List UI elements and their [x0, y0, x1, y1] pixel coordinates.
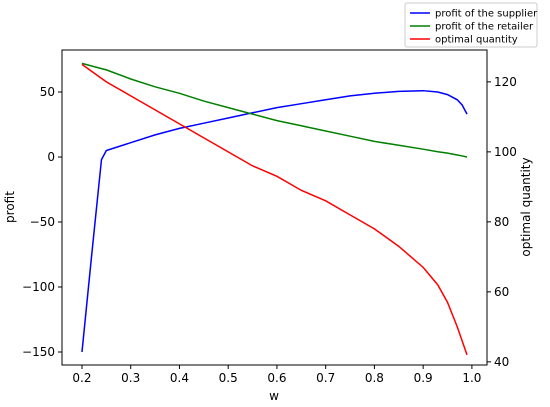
legend: profit of the supplier profit of the reta… — [404, 2, 538, 48]
x-tick-label: 0.5 — [219, 371, 238, 385]
y2-tick-label: 60 — [494, 285, 509, 299]
plot-frame — [61, 49, 488, 366]
series-line — [81, 63, 468, 356]
y-tick-label: −50 — [30, 215, 55, 229]
y2-tick-label: 100 — [494, 145, 517, 159]
x-tick-label: 0.3 — [121, 371, 140, 385]
series-line — [81, 89, 468, 353]
x-axis-label: w — [269, 389, 279, 403]
y2-axis-label: optimal quantity — [519, 157, 533, 256]
legend-label: optimal quantity — [435, 35, 518, 46]
legend-label: profit of the retailer — [435, 22, 534, 33]
x-tick-label: 0.9 — [414, 371, 433, 385]
x-tick-label: 0.6 — [267, 371, 286, 385]
y2-tick-label: 120 — [494, 75, 517, 89]
x-tick-label: 0.4 — [170, 371, 189, 385]
legend-label: profit of the supplier — [435, 9, 538, 20]
legend-box — [404, 2, 538, 48]
y-axis-label: profit — [3, 191, 17, 223]
y2-tick-label: 80 — [494, 215, 509, 229]
x-tick-label: 0.7 — [316, 371, 335, 385]
y-tick-label: 50 — [40, 85, 55, 99]
x-tick-label: 0.2 — [72, 371, 91, 385]
y2-tick-label: 40 — [494, 355, 509, 369]
series-line — [81, 62, 468, 158]
y-tick-label: −100 — [22, 280, 55, 294]
x-tick-label: 0.8 — [365, 371, 384, 385]
y-tick-label: −150 — [22, 345, 55, 359]
x-tick-label: 1.0 — [462, 371, 481, 385]
y-tick-label: 0 — [47, 150, 55, 164]
